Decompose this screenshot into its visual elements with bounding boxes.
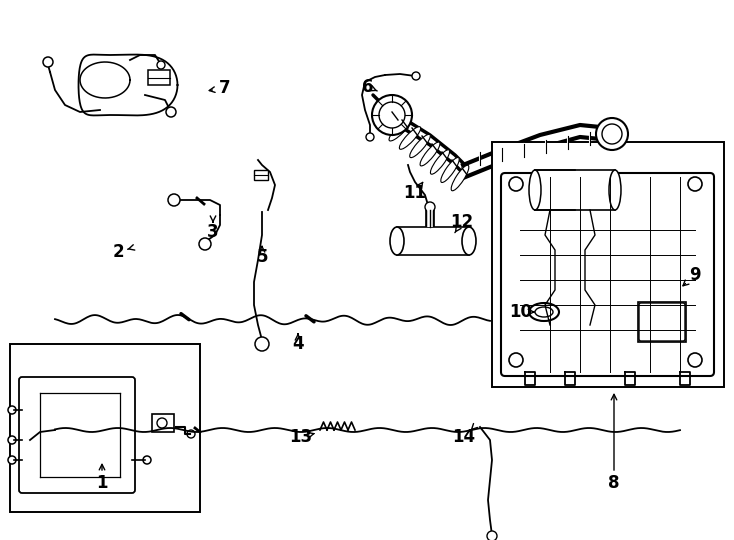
Text: 6: 6 <box>363 78 374 96</box>
Text: 1: 1 <box>96 474 108 492</box>
Text: 5: 5 <box>256 248 268 266</box>
Text: 8: 8 <box>608 474 619 492</box>
Ellipse shape <box>390 227 404 255</box>
Bar <box>148 70 170 85</box>
Text: 14: 14 <box>452 428 476 446</box>
Circle shape <box>168 194 180 206</box>
Circle shape <box>509 177 523 191</box>
Text: 9: 9 <box>689 266 701 284</box>
Ellipse shape <box>399 127 421 149</box>
Circle shape <box>8 456 16 464</box>
Bar <box>492 142 724 387</box>
Circle shape <box>166 107 176 117</box>
Ellipse shape <box>389 119 411 141</box>
Circle shape <box>596 118 628 150</box>
Ellipse shape <box>609 170 621 210</box>
Bar <box>152 414 174 432</box>
Text: 11: 11 <box>404 184 426 202</box>
Circle shape <box>487 531 497 540</box>
FancyBboxPatch shape <box>501 173 714 376</box>
FancyBboxPatch shape <box>19 377 135 493</box>
Circle shape <box>379 102 405 128</box>
Ellipse shape <box>462 227 476 255</box>
Circle shape <box>602 124 622 144</box>
Circle shape <box>43 57 53 67</box>
Bar <box>535 170 615 210</box>
Bar <box>10 344 200 512</box>
Circle shape <box>8 406 16 414</box>
Circle shape <box>412 72 420 80</box>
Ellipse shape <box>430 150 450 174</box>
Ellipse shape <box>529 303 559 321</box>
Circle shape <box>425 202 435 212</box>
Circle shape <box>366 133 374 141</box>
FancyBboxPatch shape <box>639 303 685 341</box>
Circle shape <box>157 61 165 69</box>
Circle shape <box>509 353 523 367</box>
Circle shape <box>187 430 195 438</box>
Circle shape <box>372 95 412 135</box>
Circle shape <box>157 418 167 428</box>
Circle shape <box>688 353 702 367</box>
Circle shape <box>688 177 702 191</box>
Text: 10: 10 <box>509 303 532 321</box>
Text: 12: 12 <box>451 213 473 231</box>
Bar <box>638 302 686 342</box>
Circle shape <box>143 456 151 464</box>
Ellipse shape <box>420 142 440 166</box>
Text: 13: 13 <box>289 428 313 446</box>
Text: 3: 3 <box>207 223 219 241</box>
Ellipse shape <box>529 170 541 210</box>
Text: 2: 2 <box>112 243 124 261</box>
Text: 7: 7 <box>219 79 230 97</box>
Bar <box>397 227 469 255</box>
Circle shape <box>8 436 16 444</box>
Ellipse shape <box>410 134 430 158</box>
Bar <box>254 170 268 180</box>
Ellipse shape <box>535 307 553 317</box>
Text: 4: 4 <box>292 335 304 353</box>
Ellipse shape <box>451 165 469 191</box>
Circle shape <box>255 337 269 351</box>
Ellipse shape <box>441 158 459 183</box>
Circle shape <box>199 238 211 250</box>
